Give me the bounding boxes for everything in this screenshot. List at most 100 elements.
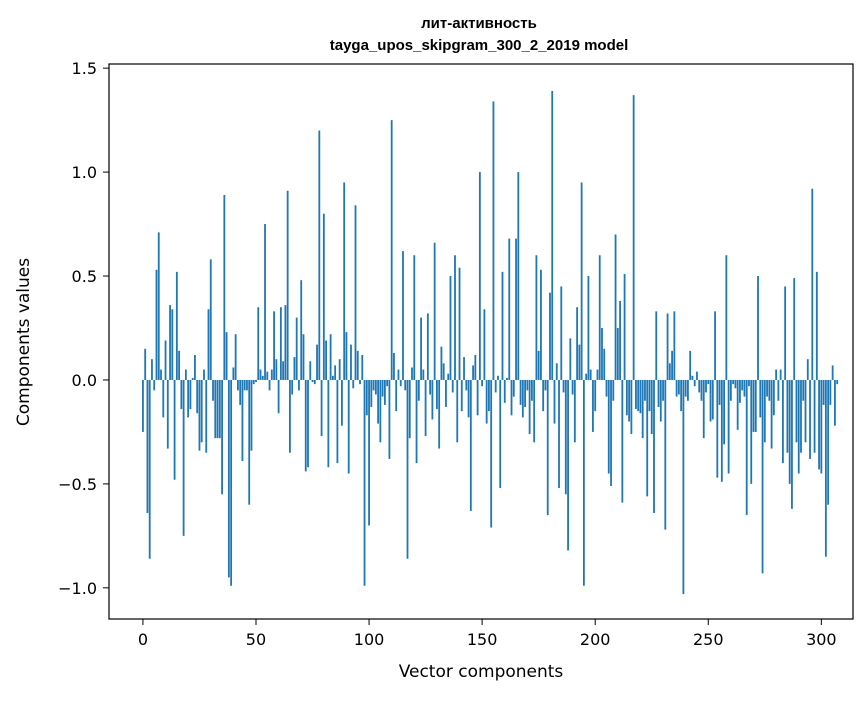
bar <box>424 379 427 437</box>
bar <box>259 369 262 380</box>
bar <box>578 344 581 380</box>
bar <box>759 379 762 418</box>
bar <box>184 369 187 380</box>
bar <box>784 286 787 380</box>
bar <box>277 379 280 414</box>
bar <box>460 379 463 412</box>
bar <box>598 255 601 380</box>
bar <box>469 379 472 511</box>
bar <box>696 371 698 380</box>
bar <box>705 379 707 393</box>
bar <box>707 379 710 385</box>
bar <box>700 379 703 401</box>
bar <box>334 365 337 380</box>
bar <box>553 379 556 424</box>
bar <box>542 379 545 412</box>
bar <box>594 379 597 412</box>
bar <box>535 255 538 380</box>
bar <box>431 379 434 420</box>
bar <box>530 379 533 401</box>
bar <box>503 379 506 403</box>
bar <box>702 379 705 439</box>
bar <box>232 367 235 380</box>
bar <box>639 379 642 414</box>
bar <box>659 379 662 422</box>
plot-frame <box>108 63 854 620</box>
bar <box>320 379 323 437</box>
bar <box>289 379 291 453</box>
bar <box>386 379 389 387</box>
bar <box>628 379 631 422</box>
bar <box>725 255 728 380</box>
bar <box>537 350 540 380</box>
bar <box>207 309 210 380</box>
bar <box>298 379 300 391</box>
bar <box>322 213 325 380</box>
bar <box>800 379 802 453</box>
bar <box>433 242 436 380</box>
bar <box>175 271 178 380</box>
bar <box>763 379 766 443</box>
bar <box>341 379 343 426</box>
bar <box>632 95 635 380</box>
bar <box>736 379 739 430</box>
bar <box>580 182 583 380</box>
bar <box>605 379 608 397</box>
bar <box>237 379 239 391</box>
bar <box>440 346 443 380</box>
bar <box>347 379 350 474</box>
bar <box>169 305 171 380</box>
bar <box>601 327 603 380</box>
bar <box>372 379 375 391</box>
bar <box>483 309 486 380</box>
bar <box>673 311 676 380</box>
bar <box>512 379 515 397</box>
bar <box>569 338 572 380</box>
bar <box>723 379 726 445</box>
bar <box>282 361 285 380</box>
bar <box>363 379 366 586</box>
bar <box>390 120 393 380</box>
bar <box>191 377 194 380</box>
bar <box>711 379 714 420</box>
bar <box>752 379 755 432</box>
bar <box>698 379 701 393</box>
bar <box>218 379 221 439</box>
bar <box>635 379 637 410</box>
bar <box>587 276 590 380</box>
bar <box>544 379 547 391</box>
bar <box>354 205 357 380</box>
bar <box>451 379 454 393</box>
bar <box>142 379 144 432</box>
bar <box>680 379 683 412</box>
bar <box>671 350 673 380</box>
bar <box>693 379 696 387</box>
bar <box>234 334 237 380</box>
bar <box>655 311 658 380</box>
bar <box>793 278 796 380</box>
bar <box>454 255 456 380</box>
bar <box>295 317 298 380</box>
y-axis-ticks: −1.0 −0.5 0.0 0.5 1.0 1.5 <box>58 59 109 598</box>
bar <box>155 269 158 380</box>
bar <box>560 286 563 380</box>
bar <box>623 273 626 380</box>
bar <box>490 379 493 528</box>
bar <box>196 379 199 414</box>
bar <box>592 379 594 432</box>
bar <box>521 379 524 418</box>
bar <box>822 379 825 405</box>
bar <box>406 379 409 559</box>
bar <box>501 271 504 380</box>
bar <box>442 363 445 380</box>
bar <box>447 373 450 380</box>
bar <box>311 379 314 383</box>
bar <box>331 375 334 380</box>
bar <box>370 379 373 407</box>
bar <box>829 379 832 405</box>
bar <box>252 379 255 385</box>
bar <box>772 379 775 416</box>
bar <box>571 379 574 395</box>
bar <box>198 379 201 451</box>
bar <box>316 344 318 380</box>
